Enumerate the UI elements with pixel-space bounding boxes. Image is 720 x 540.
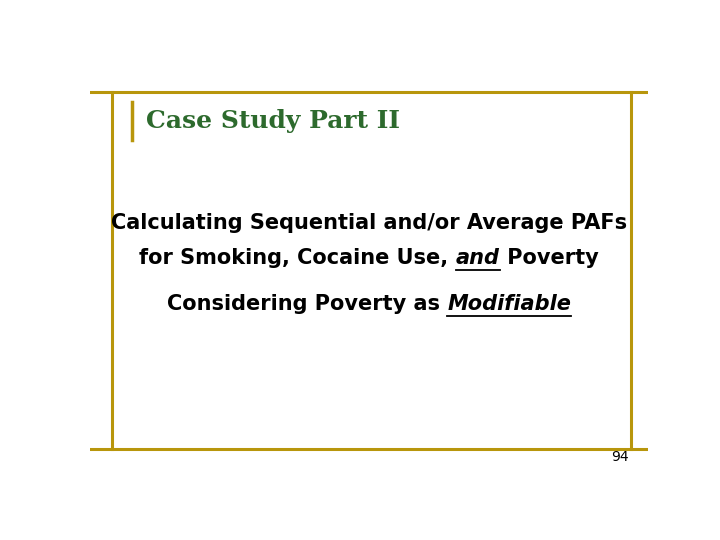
Text: Poverty: Poverty bbox=[500, 248, 598, 268]
Text: for Smoking, Cocaine Use,: for Smoking, Cocaine Use, bbox=[140, 248, 456, 268]
Text: Modifiable: Modifiable bbox=[447, 294, 571, 314]
Text: Calculating Sequential and/or Average PAFs: Calculating Sequential and/or Average PA… bbox=[111, 213, 627, 233]
Text: Considering Poverty as: Considering Poverty as bbox=[167, 294, 447, 314]
Text: Case Study Part II: Case Study Part II bbox=[145, 109, 400, 133]
Text: and: and bbox=[456, 248, 500, 268]
Text: 94: 94 bbox=[611, 450, 629, 464]
